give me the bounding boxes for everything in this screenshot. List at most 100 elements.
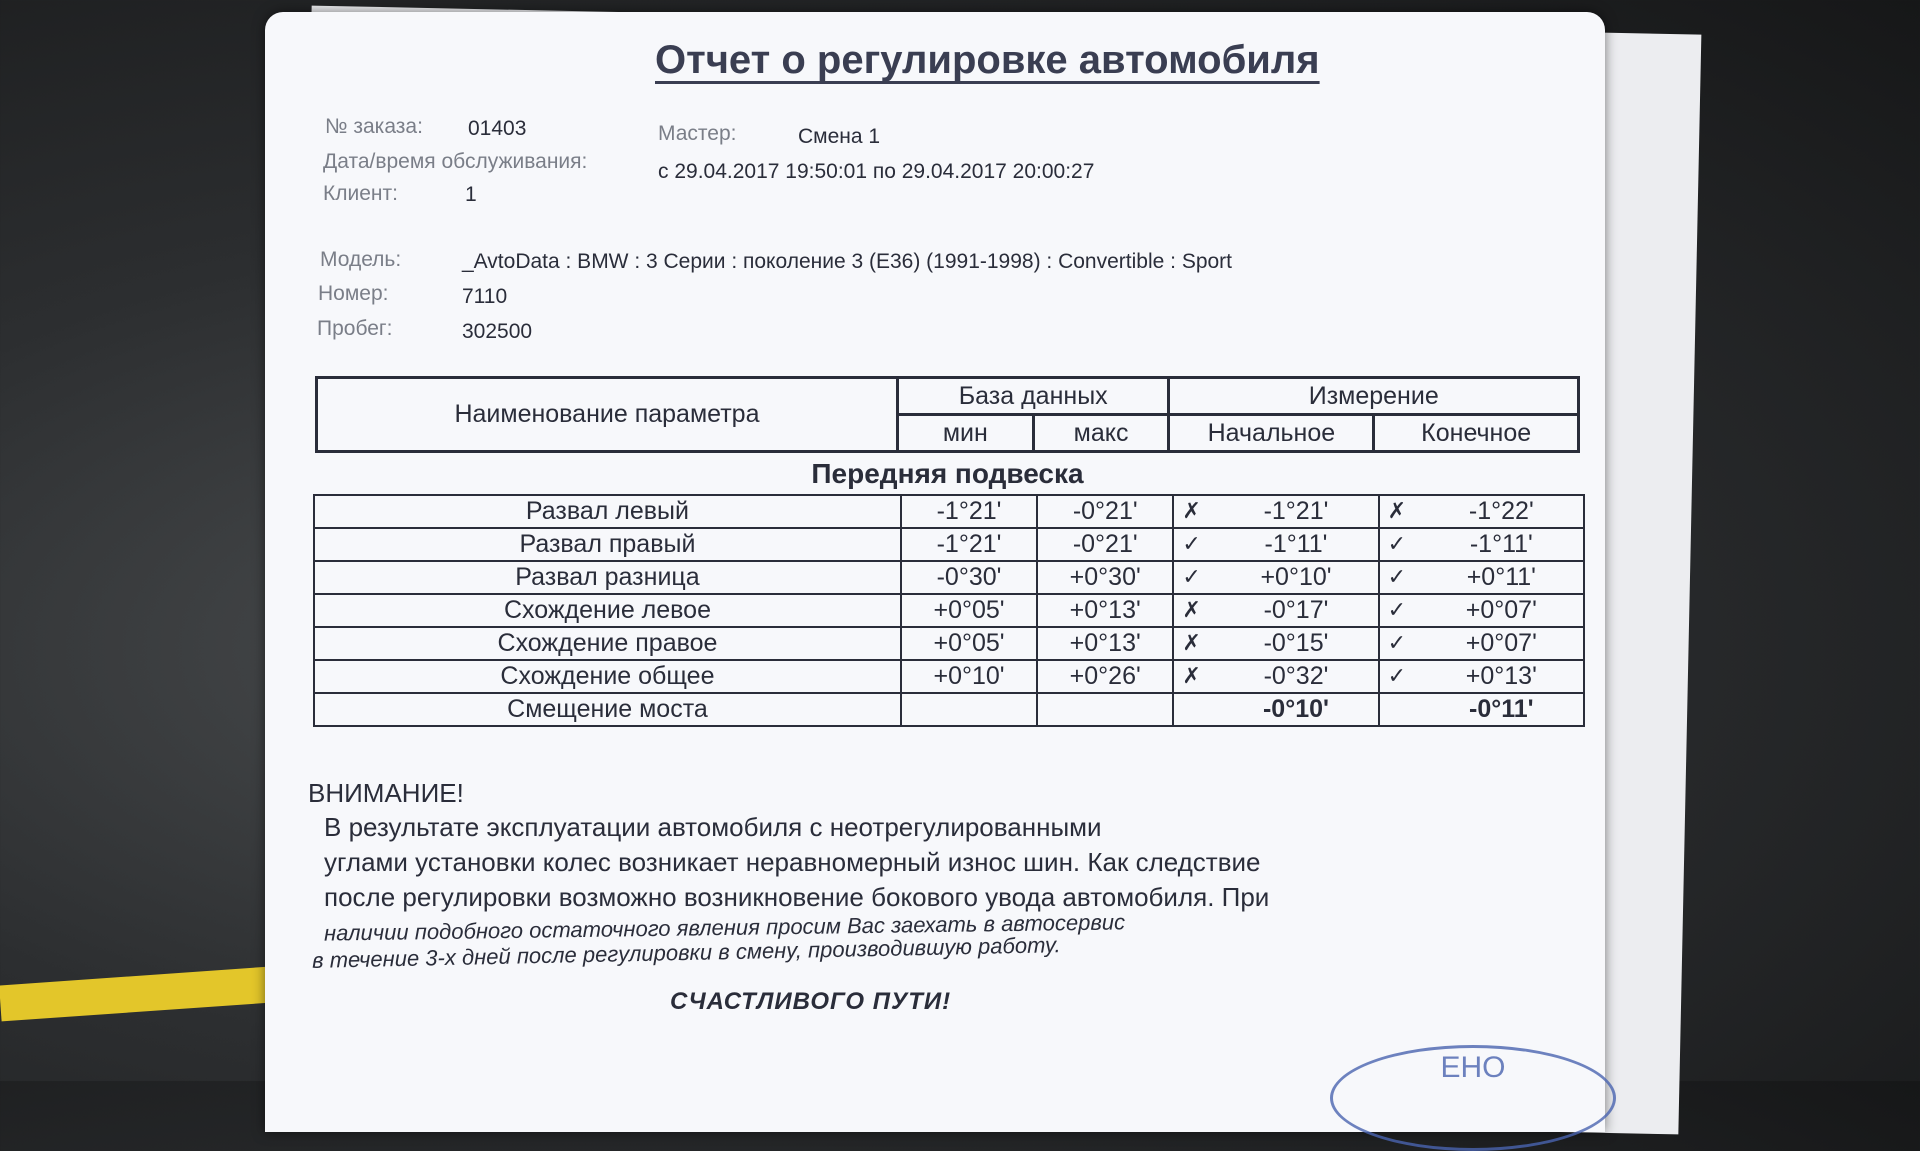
measurements-table: Развал левый -1°21' -0°21' ✗ -1°21' ✗ -1°2…: [313, 494, 1586, 727]
db-max: +0°13': [1036, 626, 1175, 661]
check-icon: ✓: [1387, 531, 1407, 556]
db-min: -1°21': [899, 494, 1039, 529]
db-max: -0°21': [1036, 494, 1175, 529]
initial-cell: ✓ -1°11': [1172, 527, 1380, 562]
master-label: Мастер:: [658, 122, 737, 145]
db-min: +0°05': [899, 626, 1039, 661]
section-front-suspension: Передняя подвеска: [811, 458, 1084, 489]
initial-value: -1°11': [1264, 530, 1328, 558]
param-name: Развал разница: [313, 560, 902, 595]
final-value: -1°11': [1469, 530, 1533, 558]
header-initial: Начальное: [1167, 413, 1376, 453]
client-value: 1: [465, 183, 477, 206]
table-row: Развал левый -1°21' -0°21' ✗ -1°21' ✗ -1°2…: [313, 494, 1586, 529]
final-cell: -0°11': [1377, 692, 1586, 727]
table-row: Схождение левое +0°05' +0°13' ✗ -0°17' ✓ +…: [313, 593, 1586, 628]
check-icon: ✓: [1387, 630, 1407, 655]
table-row: Схождение правое +0°05' +0°13' ✗ -0°15' ✓…: [313, 626, 1586, 661]
final-cell: ✗ -1°22': [1377, 494, 1586, 529]
header-database: База данных: [895, 376, 1171, 416]
db-max: [1036, 692, 1175, 727]
table-header: Наименование параметра База данных Измер…: [315, 376, 1580, 453]
cross-icon: ✗: [1182, 597, 1201, 622]
check-icon: ✓: [1182, 564, 1201, 589]
db-max: +0°30': [1036, 560, 1175, 595]
cross-icon: ✗: [1182, 498, 1201, 523]
header-min: мин: [895, 413, 1035, 453]
initial-value: +0°10': [1260, 563, 1332, 591]
initial-value: -0°17': [1263, 596, 1329, 624]
final-value: +0°11': [1466, 563, 1536, 591]
initial-cell: -0°10': [1172, 692, 1380, 727]
initial-value: -0°10': [1262, 695, 1329, 723]
db-max: +0°26': [1036, 659, 1175, 694]
final-value: -1°22': [1468, 497, 1534, 525]
cross-icon: ✗: [1387, 498, 1407, 523]
param-name: Схождение левое: [313, 593, 902, 628]
initial-value: -1°21': [1263, 497, 1329, 525]
master-value: Смена 1: [798, 125, 881, 148]
table-row: Схождение общее +0°10' +0°26' ✗ -0°32' ✓ +…: [313, 659, 1586, 694]
db-min: -1°21': [899, 527, 1039, 562]
initial-value: -0°32': [1263, 662, 1329, 690]
model-label: Модель:: [320, 248, 402, 271]
param-name: Смещение моста: [313, 692, 902, 727]
param-name: Развал левый: [313, 494, 902, 529]
final-cell: ✓ +0°13': [1377, 659, 1586, 694]
table-row: Развал разница -0°30' +0°30' ✓ +0°10' ✓ +0…: [313, 560, 1586, 595]
final-cell: ✓ +0°07': [1377, 593, 1586, 628]
final-cell: ✓ -1°11': [1377, 527, 1586, 562]
final-value: -0°11': [1469, 695, 1534, 723]
stamp: ЕНО: [1330, 1045, 1616, 1151]
initial-cell: ✗ -1°21': [1172, 494, 1380, 529]
param-name: Схождение правое: [313, 626, 902, 661]
order-label: № заказа:: [325, 115, 423, 138]
final-cell: ✓ +0°11': [1377, 560, 1586, 595]
db-min: +0°05': [899, 593, 1039, 628]
table-row: Смещение моста -0°10' -0°11': [313, 692, 1586, 727]
initial-value: -0°15': [1263, 629, 1329, 657]
client-label: Клиент:: [323, 182, 398, 205]
initial-cell: ✓ +0°10': [1172, 560, 1380, 595]
final-cell: ✓ +0°07': [1377, 626, 1586, 661]
cross-icon: ✗: [1182, 663, 1201, 688]
cross-icon: ✗: [1182, 630, 1201, 655]
initial-cell: ✗ -0°32': [1172, 659, 1380, 694]
db-max: +0°13': [1036, 593, 1175, 628]
final-value: +0°13': [1465, 662, 1537, 690]
check-icon: ✓: [1387, 564, 1407, 589]
header-max: макс: [1031, 413, 1171, 453]
warning-heading: ВНИМАНИЕ!: [308, 778, 464, 808]
param-name: Схождение общее: [313, 659, 902, 694]
datetime-label: Дата/время обслуживания:: [323, 150, 588, 173]
header-final: Конечное: [1372, 413, 1580, 453]
mileage-label: Пробег:: [317, 317, 393, 340]
mileage-value: 302500: [462, 320, 533, 343]
header-param: Наименование параметра: [315, 376, 899, 453]
db-min: [899, 692, 1039, 727]
check-icon: ✓: [1387, 663, 1407, 688]
db-min: +0°10': [899, 659, 1039, 694]
initial-cell: ✗ -0°15': [1172, 626, 1380, 661]
warning-line: после регулировки возможно возникновение…: [324, 882, 1270, 912]
param-name: Развал правый: [313, 527, 902, 562]
order-value: 01403: [468, 117, 527, 140]
db-min: -0°30': [899, 560, 1039, 595]
db-max: -0°21': [1036, 527, 1175, 562]
datetime-value: с 29.04.2017 19:50:01 по 29.04.2017 20:0…: [658, 160, 1095, 183]
table-row: Развал правый -1°21' -0°21' ✓ -1°11' ✓ -1°…: [313, 527, 1586, 562]
warning-line: углами установки колес возникает неравно…: [324, 847, 1261, 877]
number-value: 7110: [462, 285, 508, 308]
model-value: _AvtoData : BMW : 3 Серии : поколение 3 …: [462, 250, 1233, 273]
closing-text: СЧАСТЛИВОГО ПУТИ!: [670, 988, 952, 1015]
warning-line: В результате эксплуатации автомобиля с н…: [324, 812, 1102, 842]
check-icon: ✓: [1387, 597, 1407, 622]
final-value: +0°07': [1465, 596, 1537, 624]
page-title: Отчет о регулировке автомобиля: [655, 38, 1320, 82]
check-icon: ✓: [1182, 531, 1201, 556]
final-value: +0°07': [1465, 629, 1537, 657]
header-measurement: Измерение: [1167, 376, 1580, 416]
yellow-ribbon: [0, 964, 301, 1022]
number-label: Номер:: [318, 282, 389, 305]
initial-cell: ✗ -0°17': [1172, 593, 1380, 628]
